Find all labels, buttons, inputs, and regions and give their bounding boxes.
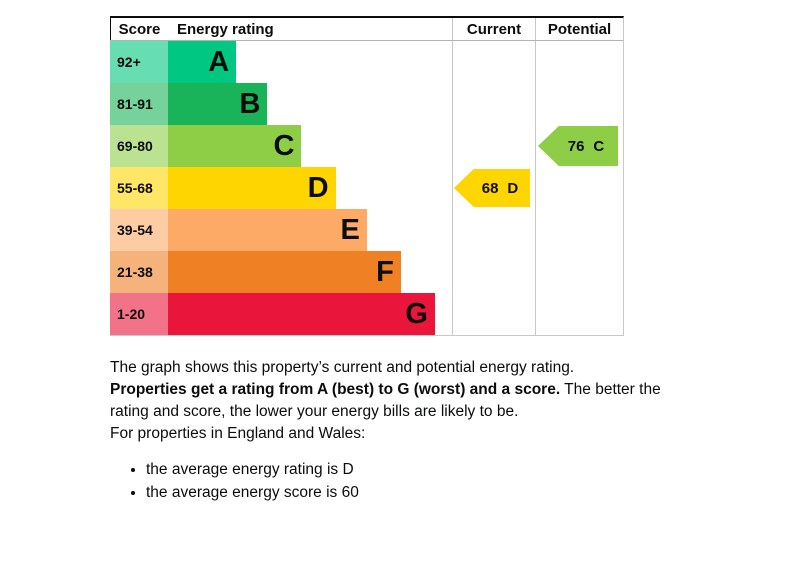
current-cell [452,83,535,125]
band-score-range: 39-54 [110,209,168,251]
potential-cell [535,209,623,251]
current-cell [452,209,535,251]
band-score-range: 81-91 [110,83,168,125]
band-score-range: 55-68 [110,167,168,209]
band-bar: D [168,167,336,209]
explanatory-text: The graph shows this property’s current … [110,357,670,505]
band-letter: F [376,255,394,288]
regions-heading: For properties in England and Wales: [110,425,366,442]
band-bar-cell: E [168,209,452,251]
current-cell [452,251,535,293]
band-score-range: 1-20 [110,293,168,335]
band-bar-cell: D [168,167,452,209]
rating-explainer: Properties get a rating from A (best) to… [110,379,670,423]
band-letter: D [307,171,329,204]
band-row-a: 92+ A [110,41,623,83]
potential-cell [535,251,623,293]
potential-rating-arrow-value: 76 [567,137,585,155]
band-letter: A [208,45,230,78]
band-bar: G [168,293,435,335]
band-bar: E [168,209,367,251]
list-item-average-rating: the average energy rating is D [146,459,670,481]
band-row-g: 1-20 G [110,293,623,335]
chart-header-row: Score Energy rating Current Potential [110,18,623,41]
band-row-f: 21-38 F [110,251,623,293]
list-item-average-score: the average energy score is 60 [146,482,670,504]
potential-rating-arrow-band-letter: C [593,137,605,155]
band-bar-cell: B [168,83,452,125]
band-bar-cell: A [168,41,452,83]
band-bar: F [168,251,401,293]
header-energy-rating: Energy rating [177,20,274,38]
current-rating-arrow: 68 D [454,169,530,207]
current-cell: 68 D [452,167,535,209]
current-cell [452,125,535,167]
band-bar: B [168,83,268,125]
potential-cell: 76 C [535,125,623,167]
band-letter: G [405,297,428,330]
current-rating-arrow-band-letter: D [507,179,519,197]
intro-text: The graph shows this property’s current … [110,359,575,376]
averages-list: the average energy rating is D the avera… [110,459,670,504]
band-row-b: 81-91 B [110,83,623,125]
band-letter: E [340,213,360,246]
potential-cell [535,41,623,83]
potential-cell [535,167,623,209]
current-cell [452,293,535,335]
band-bar-cell: C [168,125,452,167]
band-letter: B [239,87,261,120]
header-potential: Potential [535,18,623,40]
band-bar: A [168,41,237,83]
potential-rating-arrow: 76 C [538,126,618,166]
band-bar: C [168,125,302,167]
band-bar-cell: F [168,251,452,293]
band-score-range: 69-80 [110,125,168,167]
potential-cell [535,83,623,125]
band-row-d: 55-68 D 68 D [110,167,623,209]
rating-explainer-rest: The better the rating and score, the low… [110,381,661,420]
band-letter: C [273,129,295,162]
current-rating-arrow-value: 68 [481,179,499,197]
energy-rating-chart: Score Energy rating Current Potential 92… [110,16,624,336]
band-score-range: 21-38 [110,251,168,293]
band-row-c: 69-80 C 76 C [110,125,623,167]
rating-explainer-bold: Properties get a rating from A (best) to… [110,381,561,398]
band-bar-cell: G [168,293,452,335]
band-row-e: 39-54 E [110,209,623,251]
current-cell [452,41,535,83]
band-score-range: 92+ [110,41,168,83]
header-current: Current [452,18,535,40]
potential-cell [535,293,623,335]
header-score: Score [110,18,168,40]
